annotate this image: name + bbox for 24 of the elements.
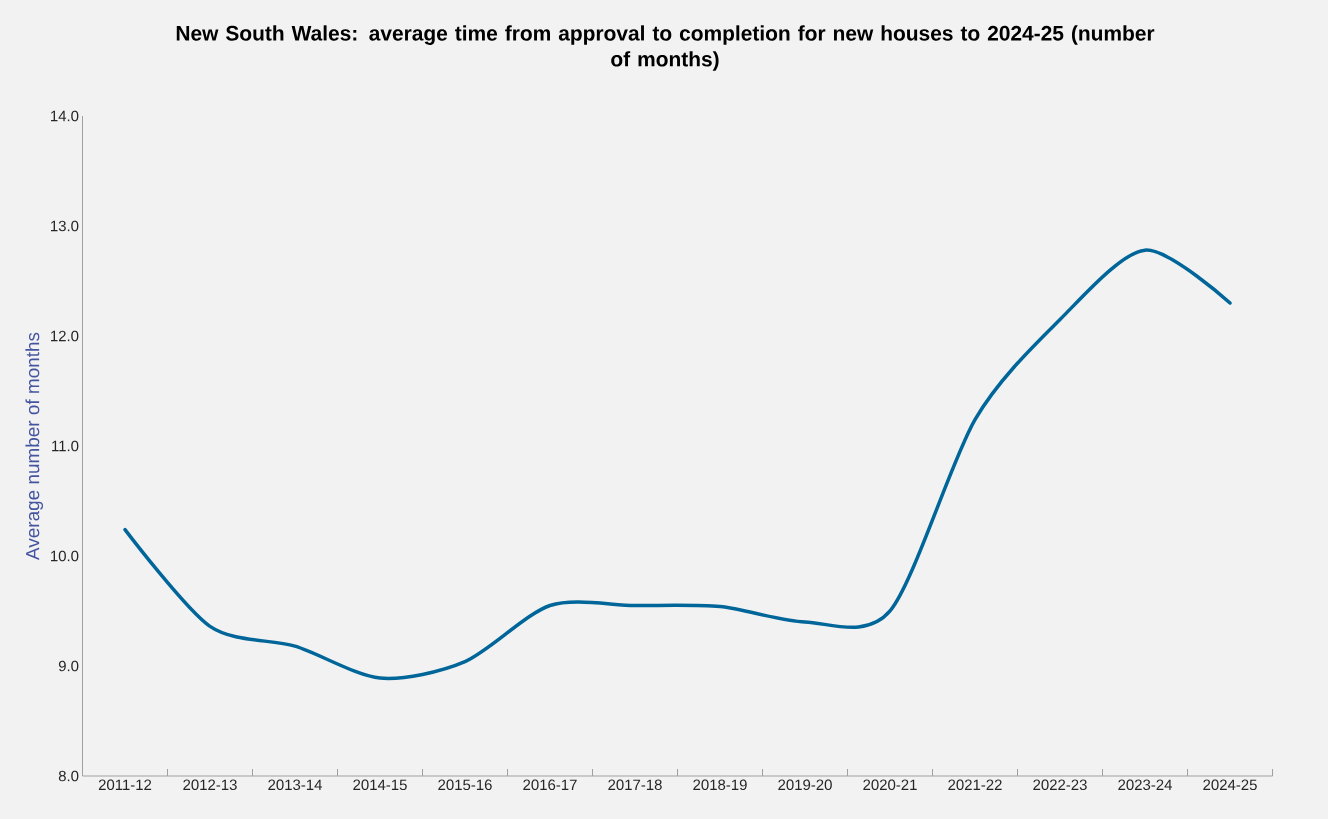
y-tick-label: 12.0 [51, 330, 79, 342]
x-tick-label: 2023-24 [1118, 779, 1172, 791]
x-tick-label: 2012-13 [183, 779, 237, 791]
x-tick-label: 2013-14 [268, 779, 322, 791]
y-tick-label: 11.0 [52, 440, 79, 452]
x-tick-label: 2011-12 [98, 779, 152, 791]
y-axis-title: Average number of months [25, 332, 44, 560]
x-tick-label: 2022-23 [1033, 779, 1087, 791]
x-tick-label: 2019-20 [778, 779, 832, 791]
x-tick-label: 2021-22 [948, 779, 1002, 791]
x-tick-label: 2020-21 [863, 779, 917, 791]
x-tick-label: 2016-17 [523, 779, 577, 791]
line-series [123, 248, 1232, 680]
x-tick-label: 2017-18 [608, 779, 662, 791]
y-tick-label: 13.0 [51, 220, 79, 232]
x-tick-label: 2018-19 [693, 779, 747, 791]
y-tick-label: 9.0 [58, 660, 79, 672]
chart-title: New South Wales: average time from approval to completion for new houses to 2024-25 (number of months) [176, 25, 1155, 71]
y-tick-label: 14.0 [51, 110, 79, 122]
y-tick-label: 10.0 [51, 550, 79, 562]
x-tick-label: 2014-15 [353, 779, 407, 791]
x-tick-label: 2015-16 [438, 779, 492, 791]
x-tick-label: 2024-25 [1203, 779, 1257, 791]
y-tick-label: 8.0 [58, 770, 79, 782]
